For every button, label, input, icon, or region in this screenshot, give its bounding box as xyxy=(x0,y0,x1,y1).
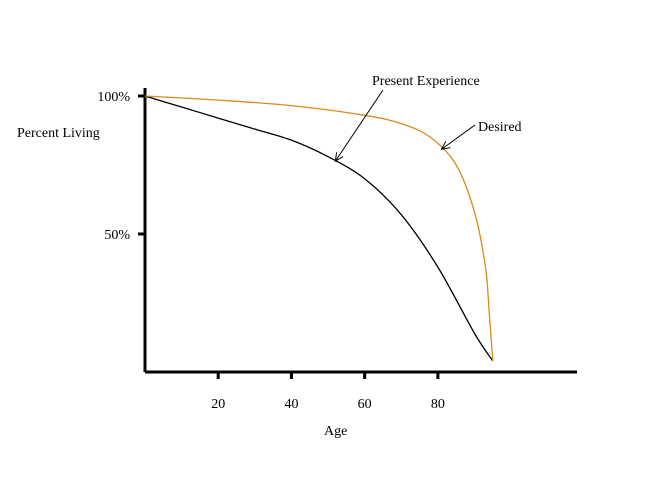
x-axis-label: Age xyxy=(324,424,347,439)
annotation-arrow-present-experience xyxy=(334,89,384,162)
y-axis-label: Percent Living xyxy=(17,126,100,141)
x-tick-label-40: 40 xyxy=(284,397,298,412)
annotation-desired: Desired xyxy=(478,120,522,135)
x-ticks: 20 40 60 80 xyxy=(211,372,445,412)
annotation-present-experience: Present Experience xyxy=(372,74,480,89)
x-tick-label-60: 60 xyxy=(358,397,372,412)
annotation-arrowhead-present-experience xyxy=(334,152,344,163)
series-layer xyxy=(144,95,494,362)
x-tick-label-80: 80 xyxy=(431,397,445,412)
series-line-present-experience xyxy=(144,95,494,362)
annotation-layer: Present Experience Desired xyxy=(334,74,522,163)
y-ticks: 50% 100% xyxy=(97,90,145,243)
series-line-desired xyxy=(144,95,494,362)
y-tick-label-100: 100% xyxy=(97,90,130,105)
annotation-arrow-desired xyxy=(441,124,476,150)
x-tick-label-20: 20 xyxy=(211,397,225,412)
annotation-arrowhead-desired xyxy=(440,141,451,150)
y-tick-label-50: 50% xyxy=(104,228,130,243)
